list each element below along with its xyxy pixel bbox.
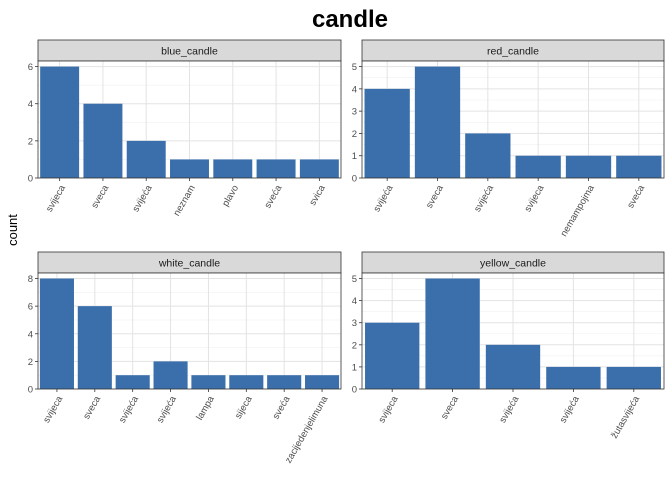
x-tick-label: sveca (424, 183, 446, 211)
y-axis-label: count (5, 214, 20, 246)
bar-svije-a (126, 140, 166, 178)
facet-strip-label: yellow_candle (480, 258, 546, 270)
y-tick-label: 8 (28, 274, 33, 285)
x-tick-label: svijeca (41, 394, 65, 425)
bar-svije-a (485, 344, 541, 389)
x-tick-label: sveca (439, 394, 461, 422)
facet-strip-label: white_candle (158, 258, 220, 270)
y-tick-label: 5 (352, 62, 357, 73)
y-tick-label: 4 (352, 84, 357, 95)
bar-zacijedenjelimuna (305, 375, 340, 389)
bar-neznam (170, 159, 209, 178)
x-tick-label: svijeca (522, 183, 546, 214)
bar-svijeca (40, 66, 80, 178)
y-tick-label: 0 (352, 174, 357, 185)
x-tick-label: svijeća (131, 183, 155, 214)
panel-border (361, 272, 665, 390)
bar-plavo (213, 159, 253, 178)
y-tick-label: 0 (28, 174, 33, 185)
y-tick-label: 6 (28, 62, 33, 73)
y-tick-label: 0 (28, 385, 33, 396)
x-tick-label: svijeća (117, 394, 141, 425)
panel-white-candle: white_candle 0 2 4 6 8 svijeca sveca svijeća svij… (28, 251, 342, 466)
bar-nemampojma (565, 155, 612, 178)
y-tick-label: 2 (28, 357, 33, 368)
x-tick-label: sveća (271, 394, 293, 422)
bar-svije-a (546, 366, 601, 389)
x-tick-label: plavo (220, 183, 241, 208)
bar-sveca (414, 66, 461, 178)
panels: blue_candle 0 2 4 6 svijeca sveca svijeća neznam… (28, 39, 665, 466)
x-tick-label: sveca (81, 394, 103, 422)
panel-red-candle: red_candle 0 1 2 3 4 5 svijeća sveca svijeća svije… (352, 39, 665, 239)
x-tick-label: svijeca (44, 183, 68, 214)
y-tick-label: 1 (352, 362, 357, 373)
bar-svijeca (365, 322, 420, 389)
bar-utasvije-a (606, 366, 661, 389)
y-tick-label: 4 (28, 99, 33, 110)
y-tick-label: 3 (352, 107, 357, 118)
bar-sveca (83, 103, 123, 178)
x-tick-label: žutasvijeća (609, 394, 642, 441)
bar-svije-a (153, 361, 188, 389)
y-tick-label: 2 (352, 340, 357, 351)
y-tick-label: 3 (352, 318, 357, 329)
bar-svijeca (39, 278, 74, 389)
facet-strip-label: blue_candle (161, 46, 218, 58)
x-tick-label: neznam (171, 183, 197, 218)
x-tick-label: sveća (625, 183, 647, 211)
panel-background (362, 61, 664, 178)
bar-svica (299, 159, 339, 178)
bar-svije-a (115, 375, 150, 389)
x-tick-label: svijeća (558, 394, 582, 425)
x-tick-label: svijeća (155, 394, 179, 425)
bar-svije-a (465, 133, 511, 178)
bar-sve-a (267, 375, 302, 389)
y-tick-label: 1 (352, 151, 357, 162)
facet-strip-label: red_candle (487, 46, 539, 58)
bar-sve-a (616, 155, 662, 178)
x-tick-label: lampa (194, 394, 217, 423)
panel-border (37, 272, 342, 390)
x-tick-label: svijeća (472, 183, 496, 214)
x-tick-label: sveća (262, 183, 284, 211)
x-tick-label: svijeca (377, 394, 401, 425)
panel-border (361, 60, 665, 179)
chart-title: candle (312, 6, 388, 33)
panel-yellow-candle: yellow_candle 0 1 2 3 4 5 svijeca sveca svijeća sv… (352, 251, 665, 441)
x-tick-label: zacijedenjelimuna (283, 394, 331, 466)
bar-sve-a (256, 159, 296, 178)
x-tick-label: svijeća (497, 394, 521, 425)
bar-sijeca (229, 375, 264, 389)
bar-svije-a (364, 88, 410, 178)
y-tick-label: 0 (352, 385, 357, 396)
y-tick-label: 4 (352, 296, 357, 307)
bar-sveca (77, 306, 112, 389)
x-tick-label: nemampojma (559, 183, 598, 239)
bar-lampa (191, 375, 226, 389)
x-tick-label: svijeća (371, 183, 395, 214)
bar-svijeca (515, 155, 561, 178)
y-tick-label: 2 (28, 136, 33, 147)
x-tick-label: sijeca (233, 394, 255, 421)
y-tick-label: 4 (28, 329, 33, 340)
x-tick-label: sveca (89, 183, 111, 211)
panel-blue-candle: blue_candle 0 2 4 6 svijeca sveca svijeća neznam… (28, 39, 342, 218)
x-tick-label: svica (307, 183, 328, 208)
y-tick-label: 5 (352, 274, 357, 285)
bar-sveca (425, 278, 480, 389)
y-tick-label: 2 (352, 129, 357, 140)
panel-border (37, 60, 342, 179)
y-tick-label: 6 (28, 302, 33, 313)
